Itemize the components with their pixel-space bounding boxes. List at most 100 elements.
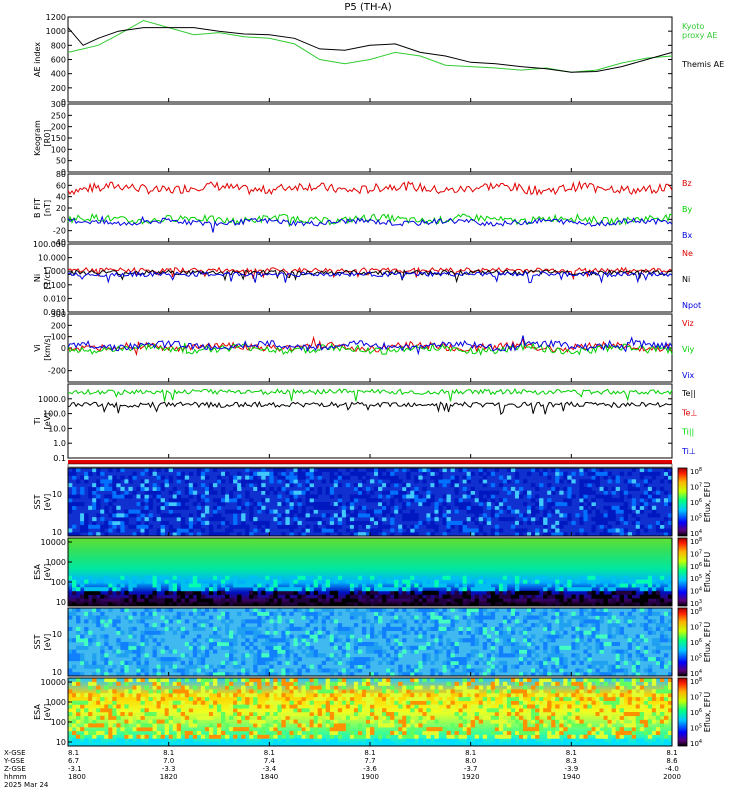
heatmap-cell (422, 611, 427, 616)
heatmap-cell (345, 634, 351, 639)
heatmap-cell (357, 483, 363, 488)
heatmap-cell (361, 587, 367, 592)
heatmap-cell (563, 611, 568, 616)
heatmap-cell (615, 475, 620, 480)
heatmap-cell (386, 742, 391, 747)
heatmap-cell (305, 517, 310, 522)
heatmap-cell (583, 575, 588, 580)
heatmap-cell (611, 678, 616, 683)
heatmap-cell (257, 471, 262, 476)
heatmap-cell (603, 583, 608, 588)
heatmap-cell (188, 738, 194, 743)
heatmap-cell (442, 483, 447, 488)
heatmap-cell (136, 696, 141, 701)
ylabel-ae: AE index (33, 42, 42, 77)
heatmap-cell (273, 685, 278, 690)
heatmap-cell (321, 513, 327, 518)
heatmap-cell (434, 657, 439, 662)
heatmap-cell (543, 660, 548, 665)
heatmap-cell (361, 532, 367, 537)
heatmap-cell (184, 672, 190, 677)
heatmap-cell (72, 471, 77, 476)
heatmap-cell (567, 479, 572, 484)
heatmap-cell (92, 468, 97, 473)
heatmap-cell (100, 715, 105, 720)
heatmap-cell (208, 715, 214, 720)
heatmap-cell (518, 660, 524, 665)
heatmap-cell (651, 696, 657, 701)
heatmap-cell (531, 719, 536, 724)
heatmap-cell (245, 579, 250, 584)
heatmap-cell (543, 611, 548, 616)
heatmap-cell (386, 738, 391, 743)
heatmap-cell (382, 598, 387, 603)
heatmap-cell (301, 598, 306, 603)
heatmap-cell (635, 719, 641, 724)
heatmap-cell (160, 575, 165, 580)
heatmap-cell (474, 594, 480, 599)
heatmap-cell (571, 615, 576, 620)
heatmap-cell (329, 730, 335, 735)
heatmap-cell (599, 712, 604, 717)
heatmap-cell (325, 524, 331, 529)
heatmap-cell (555, 649, 560, 654)
heatmap-cell (253, 668, 258, 673)
heatmap-cell (386, 471, 391, 476)
heatmap-cell (631, 672, 637, 677)
heatmap-cell (510, 664, 516, 669)
heatmap-cell (261, 730, 266, 735)
heatmap-cell (458, 696, 463, 701)
heatmap-cell (446, 594, 451, 599)
heatmap-cell (647, 657, 653, 662)
heatmap-cell (462, 693, 467, 698)
heatmap-cell (442, 664, 447, 669)
heatmap-cell (321, 689, 327, 694)
heatmap-cell (100, 653, 105, 658)
heatmap-cell (647, 579, 653, 584)
panel-esa_e: ESA [eV]10100100010000104105106107108Eflu… (33, 677, 712, 748)
heatmap-cell (265, 471, 270, 476)
heatmap-cell (120, 475, 125, 480)
heatmap-cell (365, 693, 371, 698)
heatmap-cell (571, 738, 576, 743)
heatmap-cell (305, 645, 310, 650)
heatmap-cell (309, 575, 314, 580)
heatmap-cell (301, 696, 306, 701)
heatmap-cell (418, 660, 423, 665)
heatmap-cell (422, 615, 427, 620)
heatmap-cell (329, 468, 335, 473)
heatmap-cell (253, 528, 258, 533)
heatmap-cell (410, 712, 415, 717)
heatmap-cell (293, 579, 298, 584)
heatmap-cell (301, 475, 306, 480)
heatmap-cell (490, 715, 496, 720)
heatmap-cell (233, 634, 238, 639)
heatmap-cell (196, 619, 202, 624)
heatmap-cell (579, 479, 584, 484)
heatmap-cell (124, 513, 129, 518)
heatmap-cell (446, 575, 451, 580)
heatmap-cell (245, 696, 250, 701)
heatmap-cell (494, 653, 500, 658)
heatmap-cell (442, 738, 447, 743)
heatmap-cell (543, 532, 548, 537)
heatmap-cell (80, 486, 85, 491)
heatmap-cell (595, 696, 600, 701)
heatmap-cell (68, 611, 73, 616)
heatmap-cell (595, 678, 600, 683)
heatmap-cell (559, 479, 564, 484)
heatmap-cell (603, 693, 608, 698)
heatmap-cell (172, 615, 178, 620)
heatmap-cell (414, 517, 419, 522)
heatmap-cell (204, 583, 210, 588)
heatmap-cell (184, 742, 190, 747)
heatmap-cell (180, 660, 186, 665)
heatmap-cell (96, 486, 101, 491)
heatmap-cell (160, 598, 165, 603)
heatmap-cell (414, 704, 419, 709)
heatmap-cell (84, 708, 89, 713)
heatmap-cell (321, 479, 327, 484)
heatmap-cell (249, 704, 254, 709)
heatmap-cell (422, 730, 427, 735)
heatmap-cell (196, 524, 202, 529)
